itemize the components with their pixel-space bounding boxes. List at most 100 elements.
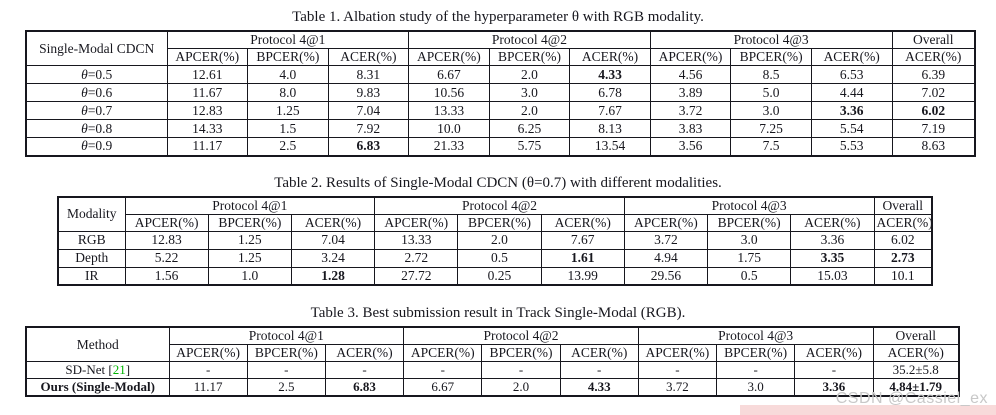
group-header-protocol-4-3: Protocol 4@3 [637,326,874,345]
data-cell: 1.28 [290,266,376,286]
sub-header: BPCER(%) [457,213,542,232]
table-1-header: Single-Modal CDCN Protocol 4@1 Protocol … [25,30,976,66]
table-row: Ours (Single-Modal) 11.17 2.5 6.83 6.67 2.0 4.… [25,378,960,397]
sub-header: APCER(%) [649,48,732,66]
data-cell: 1.5 [247,119,329,138]
watermark-band [740,405,996,415]
data-cell: 5.53 [810,137,893,156]
sub-header: ACER(%) [873,213,933,232]
data-cell: - [246,361,326,379]
data-cell: 35.2±5.8 [872,361,960,379]
row-label: θ=0.9 [25,137,168,156]
data-cell: 4.44 [810,83,893,102]
data-cell: 11.17 [166,137,249,156]
sub-header: ACER(%) [790,213,875,232]
sub-header: APCER(%) [166,48,249,66]
data-cell: 10.1 [873,266,933,286]
data-cell: 3.36 [810,101,893,120]
data-cell: 6.67 [403,378,483,397]
data-cell: 14.33 [166,119,249,138]
table-3-caption: Table 3. Best submission result in Track… [310,305,686,321]
data-cell: 2.73 [873,248,933,268]
data-cell: 0.25 [457,266,542,286]
sub-header: BPCER(%) [247,48,329,66]
row-label: Ours (Single-Modal) [25,378,170,397]
data-cell: 1.25 [247,101,329,120]
data-cell: 8.63 [891,137,976,156]
data-cell: 3.35 [790,248,875,268]
data-cell: 7.25 [730,119,812,138]
row-label: θ=0.7 [25,101,168,120]
table-3-header: Method Protocol 4@1 Protocol 4@2 Protoco… [25,326,960,362]
data-cell: 8.31 [327,65,410,84]
table-row: RGB 12.83 1.25 7.04 13.33 2.0 7.67 3.72 3.0 3.36 6… [57,230,933,250]
table-3-section: Table 3. Best submission result in Track… [0,286,996,397]
table-row: θ=0.8 14.33 1.5 7.92 10.0 6.25 8.13 3.83 7.25 5.5… [25,119,976,138]
data-cell: 1.25 [207,248,292,268]
data-cell: 4.94 [623,248,709,268]
row-label: SD-Net [21] [25,361,170,379]
sub-header: BPCER(%) [716,344,796,362]
data-cell: 8.5 [730,65,812,84]
row-label: Depth [57,248,126,268]
data-cell: - [794,361,874,379]
data-cell: 6.02 [891,101,976,120]
data-cell: 4.84±1.79 [872,378,960,397]
data-cell: 3.0 [716,378,796,397]
table-row: IR 1.56 1.0 1.28 27.72 0.25 13.99 29.56 0.5 15.03… [57,266,933,286]
data-cell: 1.25 [207,230,292,250]
data-cell: 13.33 [408,101,490,120]
sub-header: BPCER(%) [481,344,561,362]
data-cell: 6.53 [810,65,893,84]
data-cell: 6.67 [408,65,490,84]
data-cell: 9.83 [327,83,410,102]
data-cell: 7.02 [891,83,976,102]
data-cell: 3.0 [707,230,792,250]
group-header-protocol-4-1: Protocol 4@1 [168,326,405,345]
row-label: θ=0.6 [25,83,168,102]
data-cell: - [637,361,718,379]
data-cell: 15.03 [790,266,875,286]
data-cell: 7.67 [540,230,625,250]
data-cell: 7.92 [327,119,410,138]
data-cell: 11.17 [168,378,248,397]
data-cell: 3.0 [730,101,812,120]
corner-header: Method [25,326,170,362]
group-header-overall: Overall [891,30,976,49]
row-label: θ=0.8 [25,119,168,138]
citation-link-21[interactable]: 21 [112,362,126,378]
group-header-overall: Overall [872,326,960,345]
table-2-header: Modality Protocol 4@1 Protocol 4@2 Proto… [57,196,933,232]
sub-header: BPCER(%) [246,344,326,362]
sub-header: BPCER(%) [488,48,571,66]
data-cell: 21.33 [408,137,490,156]
sub-header: ACER(%) [327,48,410,66]
table-3: Method Protocol 4@1 Protocol 4@2 Protoco… [25,326,960,397]
data-cell: 10.56 [408,83,490,102]
row-label: RGB [57,230,126,250]
data-cell: 3.89 [649,83,732,102]
data-cell: 5.54 [810,119,893,138]
group-header-protocol-4-2: Protocol 4@2 [403,326,639,345]
watermark: CSDN @Cassiel_ex [835,390,988,407]
table-2-body: RGB 12.83 1.25 7.04 13.33 2.0 7.67 3.72 3.0 3.36 6… [57,230,933,286]
group-header-overall: Overall [873,196,933,215]
table-row: θ=0.5 12.61 4.0 8.31 6.67 2.0 4.33 4.56 8.5 6.53 6… [25,65,976,84]
group-header-protocol-4-2: Protocol 4@2 [374,196,625,215]
data-cell: 7.67 [569,101,651,120]
data-cell: 2.0 [481,378,561,397]
data-cell: 13.54 [569,137,651,156]
data-cell: 6.83 [324,378,405,397]
corner-header: Single-Modal CDCN [25,30,168,66]
data-cell: - [403,361,483,379]
sub-header: APCER(%) [168,344,248,362]
row-label: IR [57,266,126,286]
data-cell: 2.0 [488,65,571,84]
sub-header: ACER(%) [569,48,651,66]
data-cell: 10.0 [408,119,490,138]
data-cell: 1.75 [707,248,792,268]
sub-header: APCER(%) [403,344,483,362]
data-cell: 3.83 [649,119,732,138]
data-cell: 6.02 [873,230,933,250]
data-cell: 6.25 [488,119,571,138]
